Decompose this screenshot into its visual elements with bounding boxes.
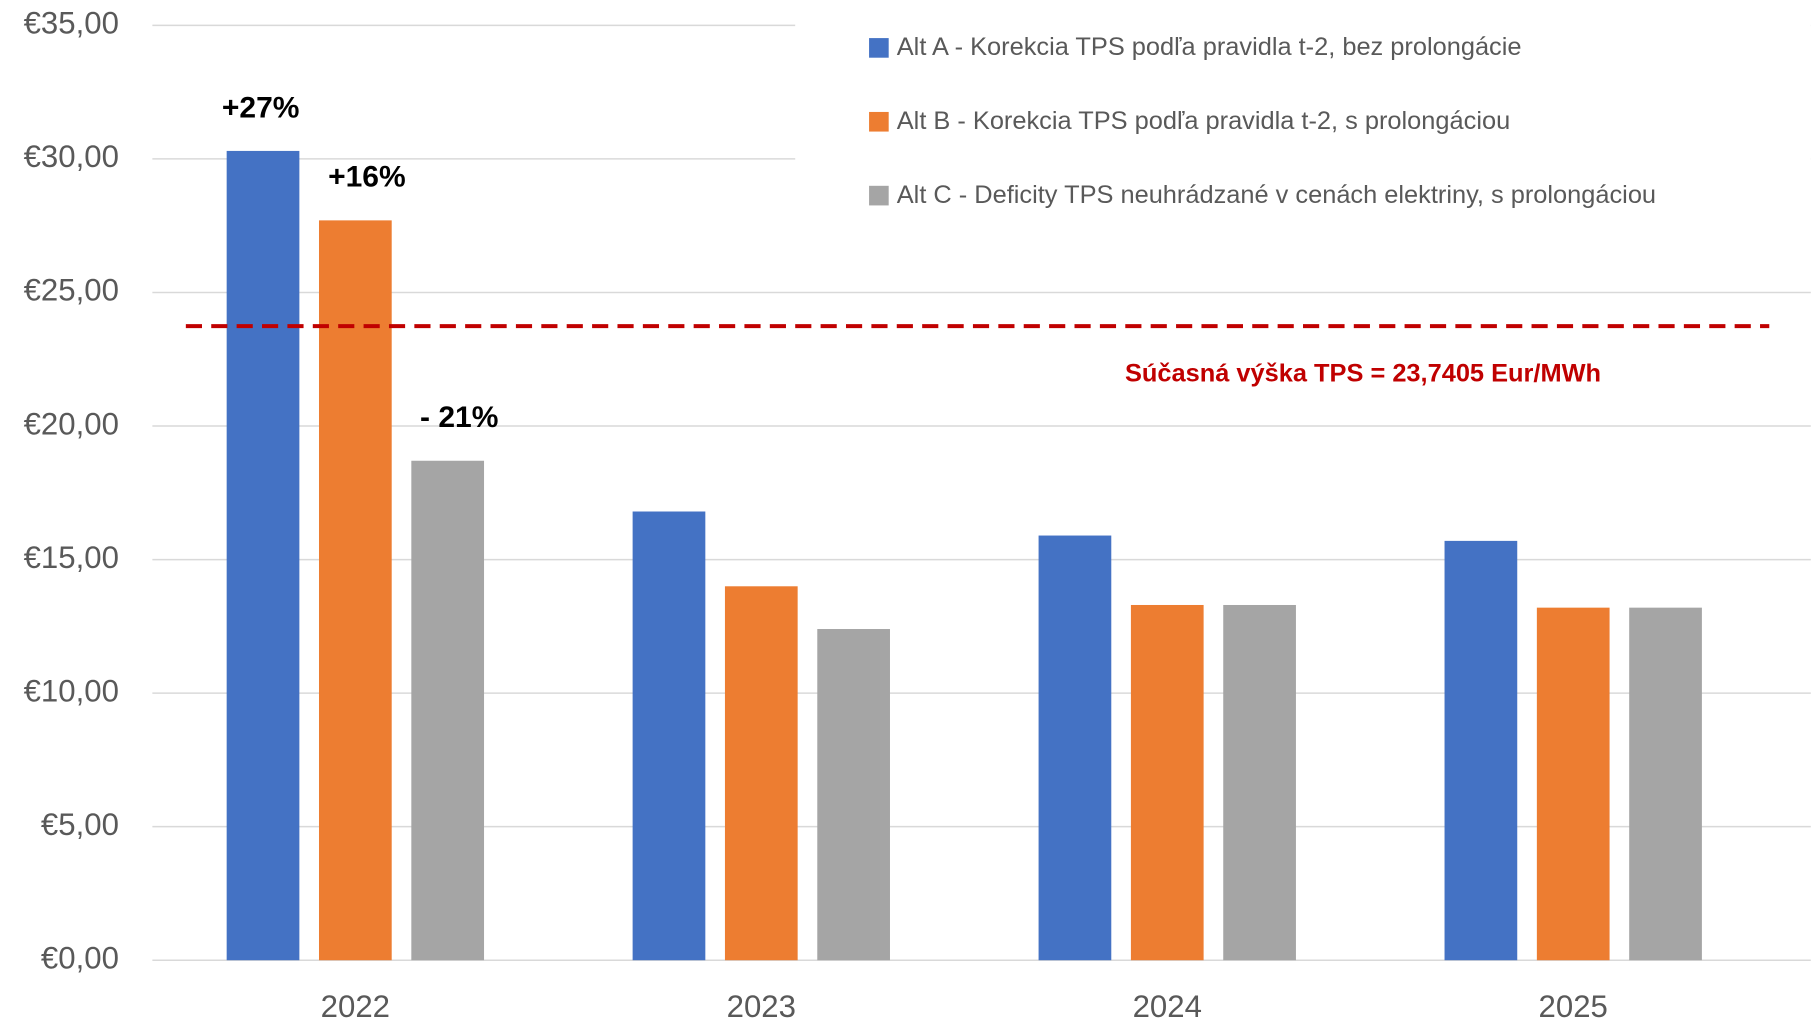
bar	[1629, 607, 1702, 961]
annotation: - 21%	[420, 401, 498, 434]
x-tick-label: 2024	[1133, 989, 1202, 1024]
annotation: +27%	[222, 91, 300, 124]
x-tick-label: 2022	[321, 989, 390, 1024]
y-tick-label: €30,00	[24, 139, 119, 174]
annotation: +16%	[328, 161, 406, 194]
y-tick-label: €35,00	[24, 6, 119, 41]
bar	[724, 586, 798, 961]
legend-swatch	[869, 185, 889, 206]
bar	[1223, 604, 1296, 961]
x-tick-label: 2023	[727, 989, 796, 1024]
y-tick-label: €0,00	[41, 940, 119, 975]
y-tick-label: €25,00	[24, 273, 119, 308]
legend-swatch	[869, 38, 889, 58]
y-tick-label: €15,00	[24, 540, 119, 575]
legend-background	[795, 0, 1811, 237]
bar	[226, 150, 300, 961]
bar	[632, 511, 706, 961]
bar	[817, 629, 890, 961]
y-tick-label: €10,00	[24, 673, 119, 708]
bar	[1536, 607, 1610, 961]
bar	[411, 460, 485, 961]
legend-label: Alt C - Deficity TPS neuhrádzané v cenác…	[897, 181, 1656, 209]
legend-label: Alt B - Korekcia TPS podľa pravidla t-2,…	[897, 107, 1510, 135]
legend-label: Alt A - Korekcia TPS podľa pravidla t-2,…	[897, 33, 1522, 61]
bar	[1444, 540, 1518, 961]
legend-swatch	[869, 111, 889, 132]
bar	[318, 220, 392, 961]
bar	[1130, 604, 1204, 961]
bar	[1038, 535, 1112, 961]
y-tick-label: €20,00	[24, 406, 119, 441]
x-tick-label: 2025	[1539, 989, 1608, 1024]
y-tick-label: €5,00	[41, 807, 119, 842]
reference-label: Súčasná výška TPS = 23,7405 Eur/MWh	[1125, 359, 1601, 387]
